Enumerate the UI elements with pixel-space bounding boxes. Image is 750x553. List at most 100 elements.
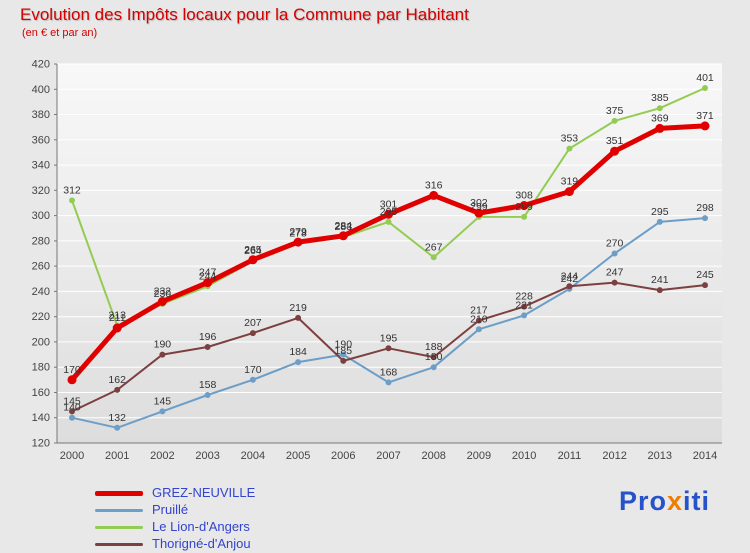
svg-text:220: 220 (32, 311, 50, 323)
legend: GREZ-NEUVILLE Pruillé Le Lion-d'Angers T… (95, 485, 255, 553)
svg-text:316: 316 (425, 179, 443, 191)
svg-text:185: 185 (335, 345, 353, 357)
legend-swatch-grez-neuville (95, 490, 143, 496)
svg-text:312: 312 (63, 184, 81, 196)
svg-text:145: 145 (63, 395, 81, 407)
chart-title: Evolution des Impôts locaux pour la Comm… (20, 5, 469, 24)
svg-text:351: 351 (606, 135, 624, 147)
svg-text:230: 230 (154, 288, 172, 300)
svg-text:219: 219 (289, 302, 307, 314)
legend-item-le-lion-dangers: Le Lion-d'Angers (95, 519, 255, 535)
legend-item-pruille: Pruillé (95, 502, 255, 518)
svg-text:283: 283 (335, 221, 353, 233)
svg-text:217: 217 (470, 305, 488, 317)
legend-item-thorigne-danjou: Thorigné-d'Anjou (95, 536, 255, 552)
svg-text:210: 210 (470, 313, 488, 325)
svg-text:400: 400 (32, 84, 50, 96)
svg-text:2008: 2008 (421, 450, 445, 462)
svg-text:295: 295 (380, 206, 398, 218)
svg-text:360: 360 (32, 134, 50, 146)
svg-text:270: 270 (606, 238, 624, 250)
svg-text:170: 170 (63, 364, 81, 376)
svg-text:213: 213 (108, 310, 126, 322)
svg-text:162: 162 (108, 374, 126, 386)
svg-text:168: 168 (380, 366, 398, 378)
svg-text:247: 247 (606, 267, 624, 279)
logo-part-x: x (666, 486, 683, 516)
svg-text:184: 184 (289, 346, 307, 358)
svg-text:340: 340 (32, 160, 50, 172)
svg-text:145: 145 (154, 395, 172, 407)
svg-text:284: 284 (335, 220, 353, 232)
legend-swatch-pruille (95, 508, 143, 512)
svg-text:401: 401 (696, 72, 714, 84)
svg-text:232: 232 (154, 286, 172, 298)
svg-text:308: 308 (515, 190, 533, 202)
svg-text:244: 244 (561, 270, 579, 282)
svg-text:369: 369 (651, 112, 669, 124)
svg-text:245: 245 (696, 269, 714, 281)
svg-text:2007: 2007 (376, 450, 400, 462)
svg-text:170: 170 (244, 364, 262, 376)
svg-text:260: 260 (32, 261, 50, 273)
svg-text:241: 241 (651, 274, 669, 286)
svg-text:2003: 2003 (195, 450, 219, 462)
svg-text:300: 300 (32, 210, 50, 222)
svg-text:265: 265 (244, 244, 262, 256)
svg-text:420: 420 (32, 59, 50, 71)
legend-label: Le Lion-d'Angers (152, 519, 250, 534)
svg-text:375: 375 (606, 105, 624, 117)
svg-text:200: 200 (32, 336, 50, 348)
svg-text:247: 247 (199, 267, 217, 279)
svg-text:120: 120 (32, 438, 50, 450)
svg-text:140: 140 (63, 402, 81, 414)
chart-subtitle: (en € et par an) (22, 27, 98, 39)
legend-label: GREZ-NEUVILLE (152, 485, 256, 500)
svg-text:299: 299 (515, 201, 533, 213)
svg-text:211: 211 (109, 312, 126, 324)
proxiti-logo: Proxiti (619, 486, 710, 517)
svg-text:190: 190 (335, 339, 353, 351)
svg-text:2001: 2001 (105, 450, 129, 462)
svg-text:190: 190 (154, 339, 172, 351)
svg-text:278: 278 (289, 227, 307, 239)
svg-text:320: 320 (32, 185, 50, 197)
svg-text:158: 158 (199, 379, 217, 391)
svg-text:2000: 2000 (60, 450, 84, 462)
svg-text:140: 140 (32, 412, 50, 424)
svg-text:371: 371 (696, 110, 714, 122)
line-chart: 120 140 160 180 200 220 240 260 280 300 320 340 360 3… (32, 59, 722, 462)
svg-text:244: 244 (199, 270, 217, 282)
logo-part-pro: Pro (618, 486, 667, 516)
legend-swatch-thorigne-danjou (95, 542, 143, 546)
svg-text:2010: 2010 (512, 450, 536, 462)
svg-text:299: 299 (470, 201, 488, 213)
svg-text:2002: 2002 (150, 450, 174, 462)
svg-text:267: 267 (425, 241, 443, 253)
logo-part-iti: iti (683, 486, 710, 516)
svg-text:2004: 2004 (241, 450, 265, 462)
svg-text:240: 240 (32, 286, 50, 298)
legend-item-grez-neuville: GREZ-NEUVILLE (95, 485, 255, 501)
legend-label: Pruillé (152, 502, 189, 517)
svg-text:298: 298 (696, 202, 714, 214)
svg-text:2012: 2012 (602, 450, 626, 462)
svg-text:195: 195 (380, 332, 398, 344)
svg-text:132: 132 (108, 412, 126, 424)
svg-text:264: 264 (244, 245, 262, 257)
svg-text:180: 180 (425, 351, 443, 363)
svg-text:2011: 2011 (558, 450, 582, 462)
svg-text:353: 353 (561, 133, 579, 145)
svg-text:228: 228 (515, 291, 533, 303)
svg-text:302: 302 (470, 197, 488, 209)
svg-text:2006: 2006 (331, 450, 355, 462)
svg-text:2014: 2014 (693, 450, 717, 462)
svg-text:319: 319 (561, 176, 579, 188)
svg-text:207: 207 (244, 317, 262, 329)
svg-text:180: 180 (32, 362, 50, 374)
svg-text:380: 380 (32, 109, 50, 121)
svg-text:301: 301 (380, 198, 398, 210)
svg-text:280: 280 (32, 235, 50, 247)
svg-text:279: 279 (289, 226, 307, 238)
svg-text:196: 196 (199, 331, 217, 343)
